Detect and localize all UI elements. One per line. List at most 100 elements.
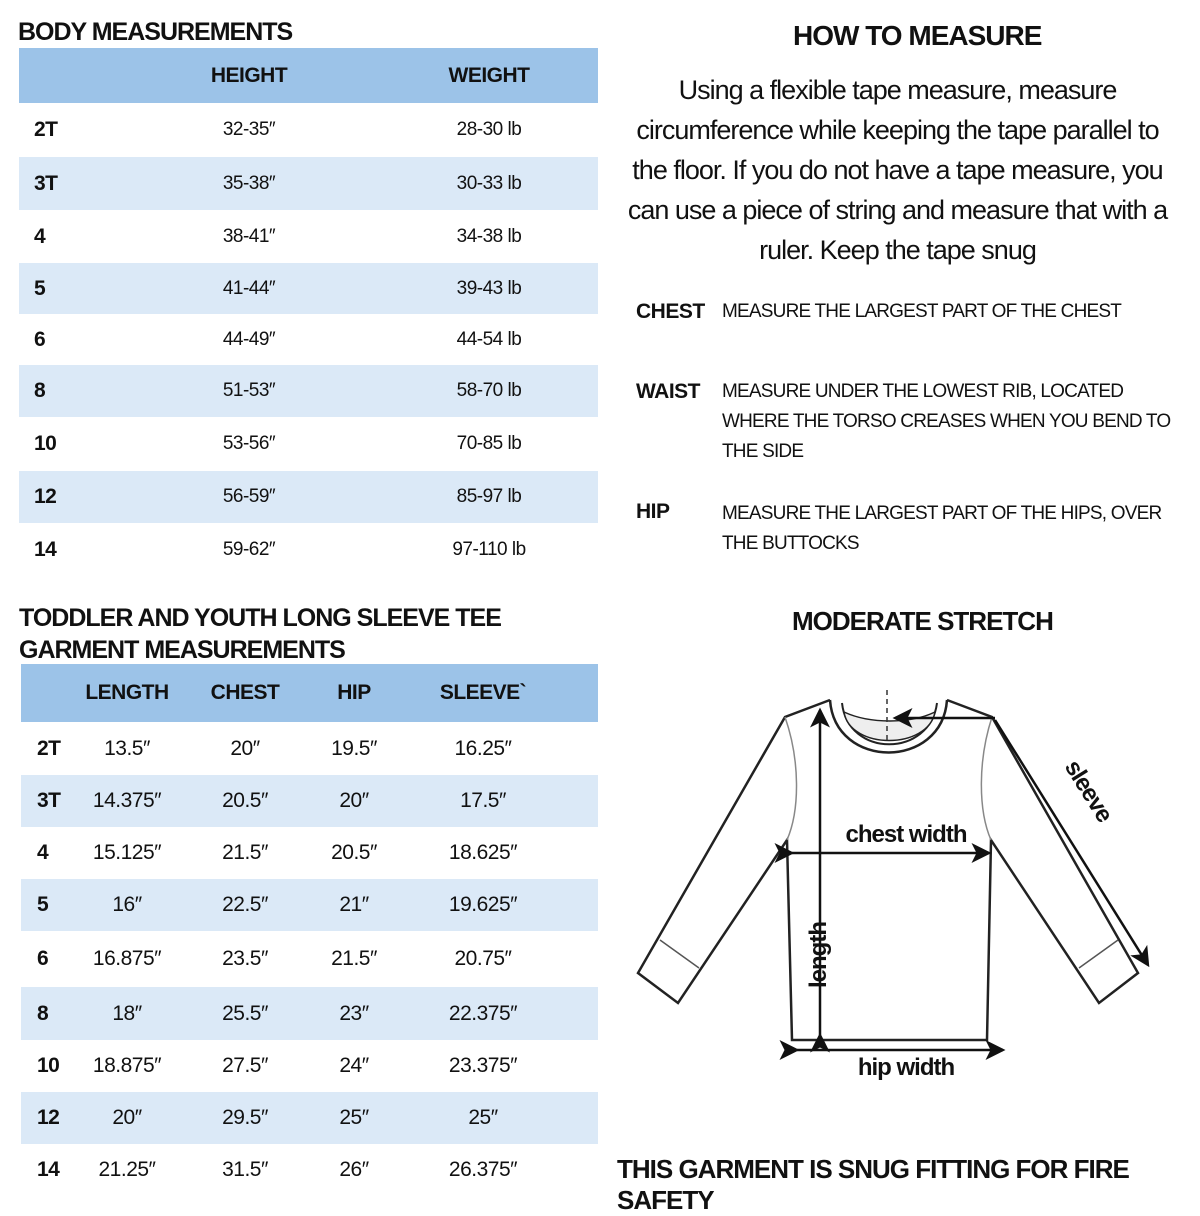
cell-size: 14 (34, 537, 57, 561)
cell-chest: 22.5″ (222, 893, 268, 916)
cell-length: 16.875″ (92, 947, 162, 970)
cell-size: 8 (34, 379, 46, 402)
cell-hip: 20.5″ (331, 841, 377, 864)
cell-length: 15.125″ (92, 841, 162, 864)
cell-height: 59-62″ (222, 538, 276, 560)
cell-length: 18″ (112, 1001, 142, 1025)
cell-sleeve: 17.5″ (460, 789, 506, 812)
cell-sleeve: 25″ (468, 1106, 498, 1129)
table-row: 5 41-44″ 39-43 lb (19, 263, 598, 314)
cell-length: 20″ (112, 1106, 142, 1129)
garment-measurements-table: LENGTH CHEST HIP SLEEVE` 2T 13.5″ 20″ 19.5″ 16.2… (21, 664, 598, 1200)
cell-chest: 29.5″ (222, 1106, 268, 1129)
cell-size: 5 (37, 893, 49, 916)
cell-height: 35-38″ (222, 172, 276, 194)
table-row: 10 53-56″ 70-85 lb (19, 417, 598, 471)
cell-sleeve: 18.625″ (448, 841, 518, 864)
cell-size: 10 (37, 1054, 60, 1077)
cell-chest: 31.5″ (222, 1158, 268, 1181)
term-chest: CHEST (636, 300, 705, 323)
cell-size: 14 (37, 1158, 60, 1181)
cell-size: 4 (34, 224, 46, 248)
cell-size: 2T (37, 736, 61, 760)
cell-sleeve: 20.75″ (454, 947, 513, 970)
cell-height: 44-49″ (222, 328, 276, 350)
chest-width-label: chest width (845, 821, 966, 848)
table-row: 8 51-53″ 58-70 lb (19, 365, 598, 417)
cell-hip: 19.5″ (331, 736, 377, 760)
cell-hip: 21″ (339, 893, 369, 916)
cell-weight: 58-70 lb (456, 380, 522, 401)
cell-height: 53-56″ (222, 433, 276, 454)
cell-size: 3T (34, 171, 58, 195)
cell-weight: 97-110 lb (452, 538, 526, 560)
cell-length: 18.875″ (92, 1054, 162, 1077)
table-row: 5 16″ 22.5″ 21″ 19.625″ (21, 879, 598, 931)
table-row: 6 44-49″ 44-54 lb (19, 314, 598, 365)
cell-size: 12 (37, 1106, 60, 1129)
table-row: 14 21.25″ 31.5″ 26″ 26.375″ (21, 1144, 598, 1196)
column-header-hip: HIP (337, 681, 371, 704)
garment-measurements-title-line2: GARMENT MEASUREMENTS (19, 636, 346, 664)
shirt-outline (636, 698, 1140, 1042)
definition-hip: MEASURE THE LARGEST PART OF THE HIPS, OV… (722, 503, 1162, 554)
cell-chest: 23.5″ (222, 947, 268, 970)
cell-length: 21.25″ (98, 1158, 157, 1181)
cell-chest: 27.5″ (222, 1054, 268, 1077)
table-row: 14 59-62″ 97-110 lb (19, 523, 598, 576)
cell-hip: 24″ (339, 1054, 369, 1077)
cell-weight: 28-30 lb (456, 119, 522, 140)
cell-height: 41-44″ (222, 277, 276, 299)
garment-measurements-title-line1: TODDLER AND YOUTH LONG SLEEVE TEE (19, 604, 502, 632)
length-label: length (805, 922, 832, 988)
cell-height: 38-41″ (222, 225, 276, 247)
cell-size: 8 (37, 1001, 49, 1025)
table-row: 3T 14.375″ 20.5″ 20″ 17.5″ (21, 775, 598, 827)
hip-width-label: hip width (858, 1054, 955, 1081)
cell-sleeve: 26.375″ (448, 1158, 518, 1181)
cell-weight: 85-97 lb (456, 486, 522, 507)
how-to-measure-title-text: HOW TO MEASURE (793, 20, 1042, 51)
cell-height: 51-53″ (222, 380, 276, 401)
diagram-title: MODERATE STRETCH (792, 606, 1054, 636)
cell-size: 6 (37, 947, 49, 970)
cell-size: 2T (34, 118, 58, 141)
cell-hip: 20″ (339, 789, 369, 812)
cell-sleeve: 16.25″ (454, 736, 513, 760)
table-row: 3T 35-38″ 30-33 lb (19, 157, 598, 210)
cell-size: 6 (34, 327, 46, 351)
table-header: LENGTH CHEST HIP SLEEVE` (21, 664, 598, 722)
cell-chest: 25.5″ (222, 1001, 268, 1025)
cell-weight: 39-43 lb (456, 277, 522, 299)
table-header: HEIGHT WEIGHT (19, 48, 598, 103)
table-row: 10 18.875″ 27.5″ 24″ 23.375″ (21, 1040, 598, 1092)
cell-sleeve: 22.375″ (448, 1001, 518, 1025)
how-to-measure-intro: Using a flexible tape measure, measure c… (627, 75, 1168, 265)
footer-note: THIS GARMENT IS SNUG FITTING FOR FIRE SA… (617, 1154, 1130, 1215)
cell-size: 5 (34, 276, 46, 300)
table-row: 2T 13.5″ 20″ 19.5″ 16.25″ (21, 722, 598, 775)
cell-length: 13.5″ (104, 736, 150, 760)
column-header-sleeve: SLEEVE` (439, 681, 527, 704)
table-row: 12 56-59″ 85-97 lb (19, 471, 598, 523)
cell-size: 3T (37, 789, 61, 812)
table-row: 12 20″ 29.5″ 25″ 25″ (21, 1092, 598, 1144)
cell-height: 56-59″ (222, 486, 276, 507)
cell-chest: 20.5″ (222, 789, 268, 812)
cell-weight: 30-33 lb (456, 172, 522, 194)
table-row: 4 38-41″ 34-38 lb (19, 210, 598, 263)
column-header-weight: WEIGHT (448, 63, 531, 87)
cell-chest: 21.5″ (222, 841, 268, 864)
cell-length: 16″ (112, 893, 142, 916)
sleeve-arrow (993, 719, 1150, 968)
cell-length: 14.375″ (92, 789, 162, 812)
definition-waist: MEASURE UNDER THE LOWEST RIB, LOCATED WH… (722, 381, 1171, 462)
cell-chest: 20″ (230, 736, 260, 760)
cell-weight: 34-38 lb (456, 225, 522, 247)
body-measurements-title: BODY MEASUREMENTS (18, 18, 293, 46)
sleeve-label: sleeve (1059, 755, 1118, 827)
cell-size: 10 (34, 432, 57, 455)
body-measurements-table: HEIGHT WEIGHT 2T 32-35″ 28-30 lb 3T 35-38″ 30-3… (19, 48, 598, 576)
column-header-length: LENGTH (85, 681, 169, 704)
